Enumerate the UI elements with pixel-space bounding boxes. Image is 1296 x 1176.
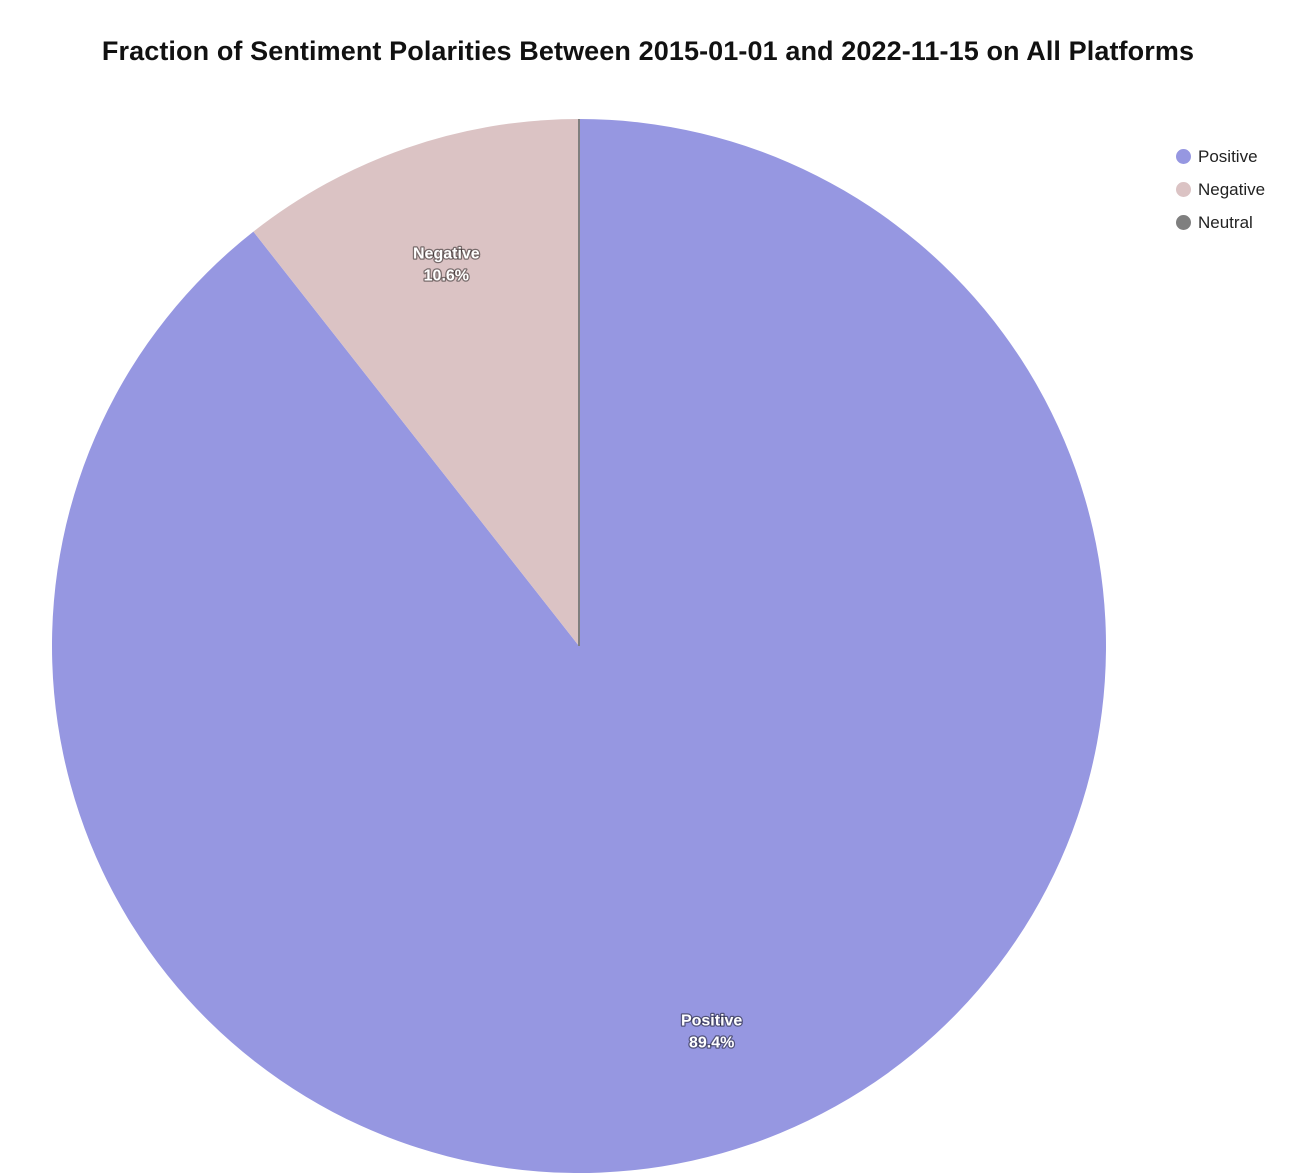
- slice-value-negative: 10.6%: [424, 268, 469, 285]
- slice-value-positive: 89.4%: [689, 1034, 734, 1051]
- legend-label-neutral: Neutral: [1198, 212, 1253, 232]
- legend-item-negative[interactable]: Negative: [1176, 173, 1286, 206]
- legend-label-negative: Negative: [1198, 179, 1266, 199]
- slice-label-positive: Positive: [681, 1012, 742, 1029]
- legend-swatch-negative: [1176, 182, 1191, 197]
- legend-item-neutral[interactable]: Neutral: [1176, 206, 1286, 239]
- legend-swatch-neutral: [1176, 215, 1191, 230]
- legend-item-positive[interactable]: Positive: [1176, 140, 1286, 173]
- legend-swatch-positive: [1176, 149, 1191, 164]
- pie-slices: [51, 119, 1106, 1173]
- legend-label-positive: Positive: [1198, 146, 1258, 166]
- pie-slice-negative[interactable]: [253, 119, 579, 646]
- slice-label-negative: Negative: [413, 246, 480, 263]
- chart-title: Fraction of Sentiment Polarities Between…: [101, 36, 1195, 66]
- legend: Positive Negative Neutral: [1176, 140, 1286, 239]
- pie-labels: Positive 89.4% Negative 10.6%: [412, 244, 744, 1052]
